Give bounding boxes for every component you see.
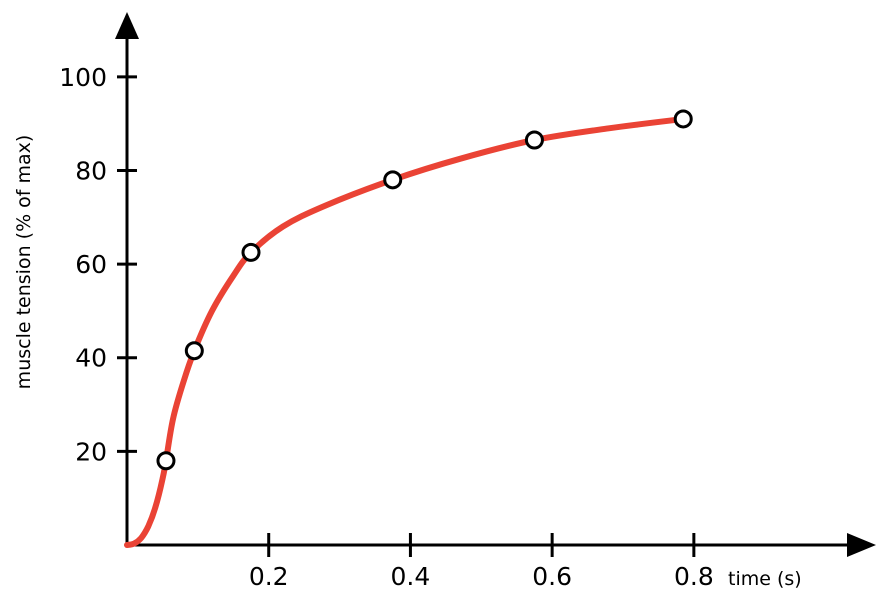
y-ticks: 20 40 60 80 100 xyxy=(59,63,137,466)
tension-curve xyxy=(124,116,687,548)
y-tick-label-40: 40 xyxy=(75,344,107,373)
y-tick-label-80: 80 xyxy=(75,156,107,185)
data-point-2 xyxy=(184,341,204,361)
x-ticks: 0.2 0.4 0.6 0.8 xyxy=(249,533,714,591)
data-point-4 xyxy=(383,170,403,190)
data-point-5 xyxy=(524,130,544,150)
y-tick-label-100: 100 xyxy=(59,63,107,92)
y-axis-arrowhead xyxy=(115,12,139,39)
x-tick-label-0.6: 0.6 xyxy=(532,562,572,591)
x-tick-label-0.8: 0.8 xyxy=(674,562,714,591)
y-axis-title: muscle tension (% of max) xyxy=(13,135,35,390)
x-tick-label-0.4: 0.4 xyxy=(391,562,431,591)
x-axis-title: time (s) xyxy=(728,568,802,590)
data-point-6 xyxy=(673,109,693,129)
x-tick-label-0.2: 0.2 xyxy=(249,562,289,591)
y-tick-label-20: 20 xyxy=(75,437,107,466)
y-tick-label-60: 60 xyxy=(75,250,107,279)
data-point-3 xyxy=(241,242,261,262)
x-axis-arrowhead xyxy=(847,533,876,557)
data-point-1 xyxy=(156,451,176,471)
data-points xyxy=(156,109,693,471)
